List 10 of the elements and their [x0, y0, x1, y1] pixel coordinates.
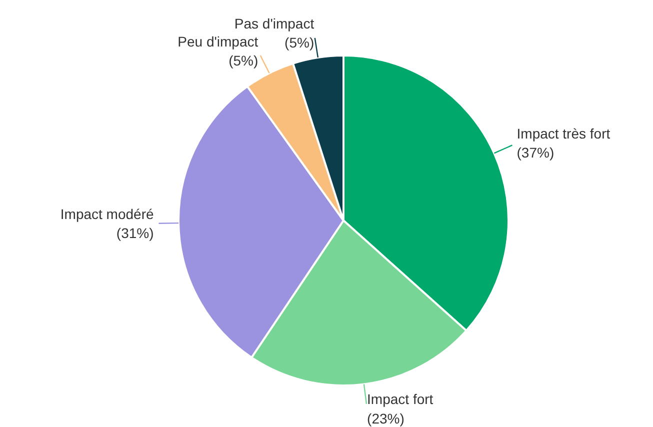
slice-label: Peu d'impact	[178, 33, 258, 50]
slice-label: Impact très fort	[516, 126, 610, 142]
data-label: (5%)	[228, 52, 258, 69]
data-label: (31%)	[116, 225, 154, 242]
slice-label: Impact fort	[367, 391, 434, 408]
data-label: (37%)	[516, 144, 554, 161]
data-label: (5%)	[284, 34, 314, 51]
slice-label: Pas d'impact	[234, 15, 314, 32]
data-label: (23%)	[367, 410, 404, 426]
slice-label: Impact modéré	[60, 206, 154, 222]
